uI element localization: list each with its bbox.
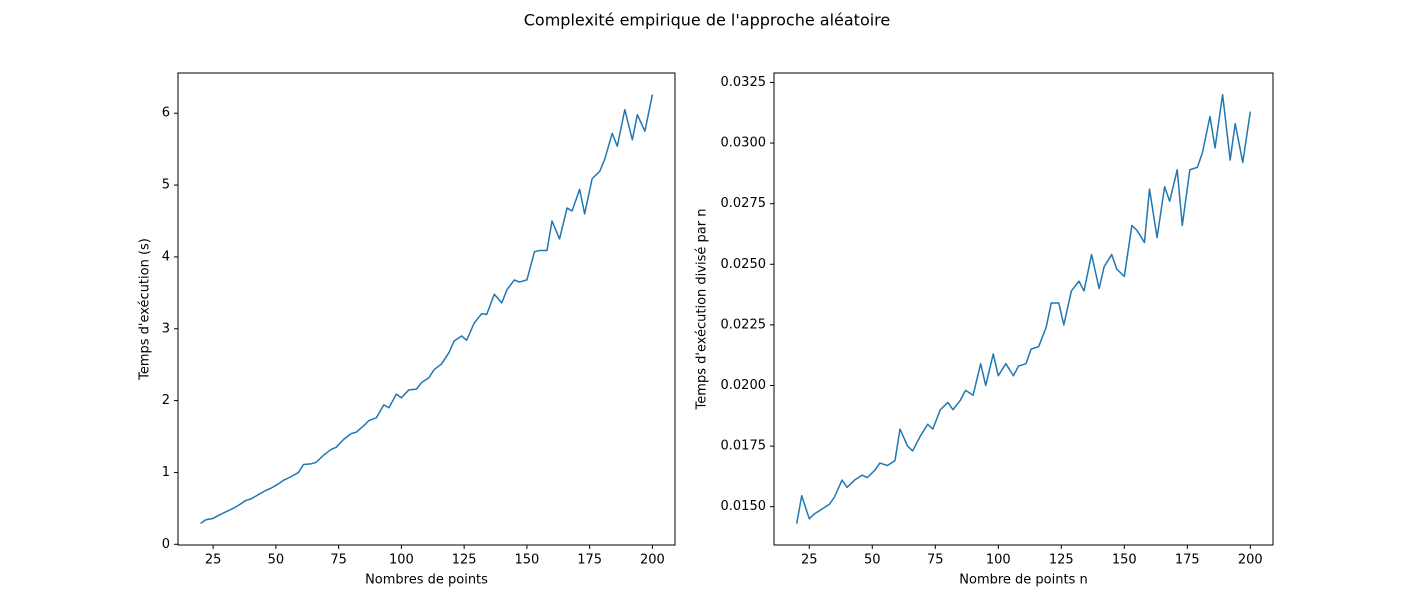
x-tick-label: 75 bbox=[330, 553, 347, 568]
x-tick-label: 125 bbox=[452, 553, 477, 568]
y-tick-label: 6 bbox=[162, 106, 170, 121]
x-tick-label: 50 bbox=[864, 553, 881, 568]
x-tick-label: 100 bbox=[986, 553, 1011, 568]
figure-title: Complexité empirique de l'approche aléat… bbox=[524, 11, 891, 30]
y-tick-label: 0.0225 bbox=[721, 317, 767, 332]
axes-frame bbox=[773, 72, 1274, 546]
y-tick-label: 0.0200 bbox=[721, 378, 767, 393]
x-tick-label: 175 bbox=[577, 553, 602, 568]
y-tick-label: 0.0275 bbox=[721, 196, 767, 211]
y-axis-label: Temps d'exécution divisé par n bbox=[695, 209, 710, 411]
x-tick-label: 50 bbox=[268, 553, 285, 568]
y-tick-label: 0.0300 bbox=[721, 136, 767, 151]
data-line bbox=[795, 93, 1252, 524]
y-axis-label: Temps d'exécution (s) bbox=[138, 238, 153, 381]
x-tick-label: 100 bbox=[389, 553, 414, 568]
x-tick-label: 25 bbox=[205, 553, 222, 568]
y-tick-label: 1 bbox=[162, 465, 170, 480]
x-axis-label: Nombre de points n bbox=[959, 573, 1087, 588]
y-tick-label: 0.0150 bbox=[721, 499, 767, 514]
y-tick-label: 4 bbox=[162, 249, 170, 264]
x-tick-label: 200 bbox=[640, 553, 665, 568]
y-tick-label: 0.0175 bbox=[721, 439, 767, 454]
x-tick-label: 200 bbox=[1238, 553, 1263, 568]
axes-frame bbox=[177, 72, 676, 546]
y-tick-label: 5 bbox=[162, 178, 170, 193]
x-axis-label: Nombres de points bbox=[365, 573, 488, 588]
y-tick-label: 0.0250 bbox=[721, 257, 767, 272]
x-tick-label: 150 bbox=[1112, 553, 1137, 568]
data-line bbox=[200, 94, 654, 525]
x-tick-label: 75 bbox=[927, 553, 944, 568]
y-tick-label: 0.0325 bbox=[721, 75, 767, 90]
y-tick-label: 2 bbox=[162, 393, 170, 408]
y-tick-label: 3 bbox=[162, 321, 170, 336]
x-tick-label: 125 bbox=[1049, 553, 1074, 568]
x-tick-label: 25 bbox=[801, 553, 818, 568]
x-tick-label: 175 bbox=[1175, 553, 1200, 568]
x-tick-label: 150 bbox=[514, 553, 539, 568]
y-tick-label: 0 bbox=[162, 537, 170, 552]
